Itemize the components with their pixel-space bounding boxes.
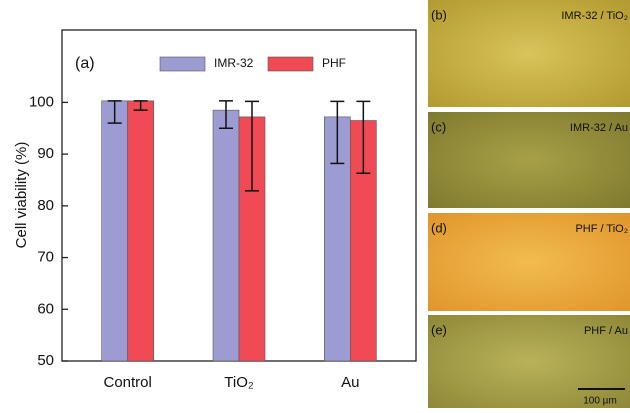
panel-caption: IMR-32 / Au: [570, 122, 628, 134]
legend-label: PHF: [322, 56, 346, 70]
panel-label: (e): [431, 322, 447, 337]
panel-caption: PHF / TiO₂: [575, 223, 628, 235]
micrograph: [428, 315, 630, 408]
y-tick-label: 50: [37, 352, 54, 369]
error-bar: [330, 100, 345, 165]
panel-label: (a): [75, 55, 95, 72]
panel-label: (b): [431, 7, 447, 22]
error-bar: [245, 100, 259, 192]
panel-caption: IMR-32 / TiO₂: [561, 10, 628, 22]
error-bar: [133, 100, 148, 111]
x-tick-label: TiO₂: [224, 374, 254, 391]
y-tick-label: 60: [37, 300, 54, 317]
y-axis-label: Cell viability (%): [13, 142, 30, 249]
y-tick-label: 100: [29, 93, 54, 110]
bar: [101, 100, 128, 362]
error-bar: [107, 100, 122, 124]
micrograph: [428, 213, 630, 311]
bar: [212, 109, 240, 362]
error-bar: [219, 100, 233, 130]
panel-caption: PHF / Au: [584, 325, 628, 337]
y-tick-label: 90: [37, 145, 54, 162]
micrograph: [428, 0, 630, 107]
y-tick-label: 80: [37, 197, 54, 214]
panel-label: (d): [431, 220, 447, 235]
legend-label: IMR-32: [214, 56, 254, 70]
x-tick-label: Control: [103, 374, 151, 391]
error-bar: [356, 100, 371, 175]
bar: [127, 100, 154, 362]
y-tick-label: 70: [37, 249, 54, 266]
scale-label: 100 µm: [583, 396, 617, 407]
panel-label: (c): [431, 119, 446, 134]
legend-swatch: [267, 56, 314, 72]
x-tick-label: Au: [341, 374, 359, 391]
micrograph: [428, 112, 630, 208]
legend-swatch: [159, 56, 206, 72]
micrograph-panels: (b) IMR-32 / TiO₂ (c) IMR-32 / Au (d) PHF / T…: [428, 0, 630, 408]
